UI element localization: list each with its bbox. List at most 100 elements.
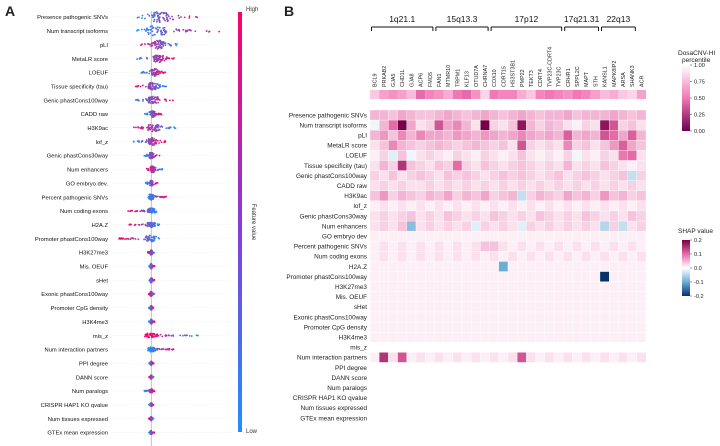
heatmap-cell [526, 261, 536, 272]
heatmap-cell [489, 140, 499, 151]
heatmap-cell [563, 261, 573, 272]
shap-point [148, 292, 151, 295]
heatmap-cell [563, 392, 573, 404]
dosa-cell [370, 90, 380, 99]
shap-point [155, 334, 158, 336]
heatmap-row-label: lof_z [354, 203, 368, 210]
heatmap-cell [590, 362, 601, 373]
heatmap-cell [599, 109, 610, 121]
shap-point [134, 210, 136, 213]
shap-point [151, 44, 154, 47]
region-label: 22q13 [607, 14, 631, 24]
heatmap-cell [526, 160, 536, 171]
heatmap-cell [369, 321, 380, 333]
heatmap-cell [379, 271, 389, 282]
heatmap-cell [636, 332, 647, 343]
shap-point [127, 238, 130, 240]
heatmap-cell [471, 251, 481, 262]
heatmap-cell [443, 271, 453, 282]
heatmap-cell [369, 281, 380, 292]
heatmap-cell [609, 251, 619, 262]
heatmap-cell [498, 342, 509, 353]
shap-point [149, 102, 152, 104]
heatmap-cell [443, 352, 453, 363]
shap-point [184, 30, 187, 33]
shap-point [148, 403, 151, 406]
shap-point [151, 375, 154, 378]
heatmap-cell [581, 241, 591, 252]
heatmap-cell [609, 392, 619, 404]
heatmap-cell [443, 231, 453, 242]
heatmap-cell [507, 352, 518, 363]
heatmap-cell [590, 271, 601, 282]
heatmap-cell [369, 170, 380, 181]
heatmap-cell [471, 342, 481, 353]
heatmap-cell [379, 332, 389, 343]
shap-point [151, 391, 153, 393]
heatmap-row-label: CADD raw [337, 183, 368, 190]
heatmap-cell [572, 311, 582, 323]
heatmap-cell [599, 392, 610, 404]
heatmap-cell [406, 251, 417, 262]
shap-point [170, 44, 172, 47]
heatmap-cell [498, 109, 509, 121]
shap-point [156, 19, 159, 21]
heatmap-cell [627, 140, 637, 151]
shap-point [148, 155, 151, 158]
heatmap-cell [461, 140, 472, 151]
shap-point [153, 97, 156, 100]
shap-point [136, 58, 138, 60]
shap-point [163, 59, 166, 62]
heatmap-cell [434, 342, 444, 353]
heatmap-cell [590, 402, 601, 414]
heatmap-cell [379, 231, 389, 242]
shap-point [161, 41, 164, 43]
heatmap-cell [507, 392, 518, 404]
heatmap-cell [526, 231, 536, 242]
heatmap-cell [369, 109, 380, 121]
heatmap-cell [406, 231, 417, 242]
heatmap-cell [406, 332, 417, 343]
heatmap-cell [461, 402, 472, 414]
shap-point [154, 27, 157, 30]
shap-point [164, 44, 167, 47]
heatmap-cell [590, 261, 601, 272]
gene-label: MAPK8IP2 [612, 61, 618, 87]
heatmap-cell [590, 301, 601, 313]
heatmap-cell [590, 119, 601, 131]
heatmap-cell [563, 402, 573, 414]
shap-point [154, 166, 156, 169]
shap-point [151, 223, 154, 225]
heatmap-cell [369, 150, 380, 161]
heatmap-cell [563, 210, 573, 222]
heatmap-cell [480, 220, 490, 232]
shap-point [181, 334, 184, 337]
heatmap-cell [434, 231, 444, 242]
heatmap-cell [581, 321, 591, 333]
heatmap-cell [517, 352, 527, 363]
heatmap-cell [618, 220, 628, 232]
shap-point [161, 55, 164, 58]
heatmap-cell [388, 402, 398, 414]
gene-label: CRHR1 [566, 68, 572, 87]
shap-point [153, 265, 156, 268]
heatmap-cell [425, 150, 435, 161]
shap-point [133, 126, 135, 129]
heatmap-cell [599, 281, 610, 292]
gene-label: BCL9 [373, 74, 379, 88]
heatmap-cell [618, 200, 628, 212]
shap-point [155, 154, 158, 156]
heatmap-row-label: pLI [358, 132, 367, 139]
shap-point [156, 83, 159, 85]
heatmap-cell [553, 281, 564, 292]
shap-point [153, 235, 156, 238]
heatmap-cell [443, 332, 453, 343]
heatmap-cell [498, 352, 509, 363]
feature-label: lof_z [96, 140, 108, 146]
shap-point [148, 251, 151, 253]
heatmap-cell [369, 180, 380, 191]
heatmap-cell [498, 251, 509, 262]
shap-point [155, 211, 158, 214]
heatmap-cell [480, 140, 490, 151]
heatmap-cell [434, 311, 444, 323]
